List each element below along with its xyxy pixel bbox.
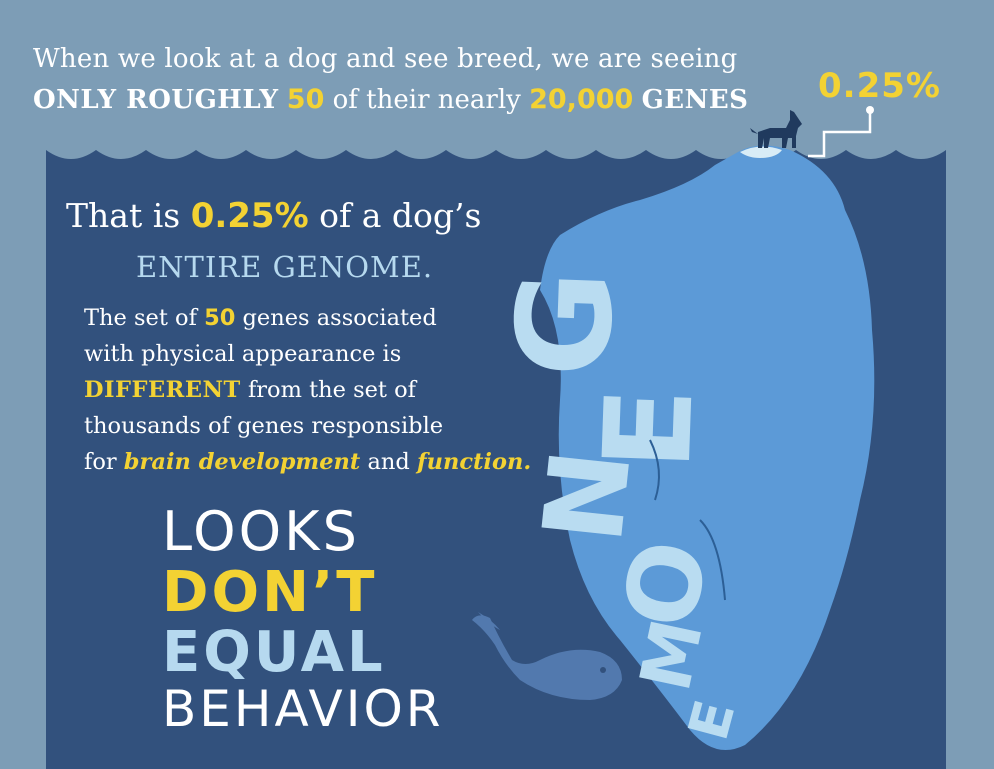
header-line-2: ONLY ROUGHLY 50 of their nearly 20,000 G… [33, 84, 748, 115]
header-fifty: 50 [286, 84, 325, 115]
para-text-5: thousands of genes responsible [84, 413, 444, 439]
slogan-looks: LOOKS [162, 500, 360, 563]
para-text-4: from the set of [247, 377, 416, 403]
para-text-6: for [84, 449, 117, 475]
callout-connector [808, 106, 874, 158]
para-text-2: genes associated [242, 305, 437, 331]
of-a-dogs-text: of a dog’s [319, 196, 482, 235]
header-line-1: When we look at a dog and see breed, we … [33, 44, 738, 74]
para-text-7: and [367, 449, 410, 475]
para-text-3: with physical appearance is [84, 341, 402, 367]
para-function: function. [416, 449, 532, 475]
slogan-dont: DON’T [162, 560, 378, 625]
header-of-their-nearly: of their nearly [332, 85, 521, 115]
iceberg-letter-e: E [579, 385, 721, 472]
header-genes: GENES [641, 85, 749, 115]
para-text-1: The set of [84, 305, 197, 331]
iceberg-letter-o: O [601, 532, 731, 636]
that-is-text: That is [66, 196, 181, 235]
iceberg-illustration: G E N O M E [487, 145, 875, 751]
dog-icon [750, 110, 802, 148]
iceberg-letter-g: G [487, 267, 643, 379]
slogan-equal: EQUAL [162, 620, 386, 685]
callout-percent: 0.25% [818, 66, 941, 106]
header-only-roughly: ONLY ROUGHLY [33, 85, 279, 115]
para-number: 50 [204, 305, 236, 331]
iceberg-letter-n: N [519, 444, 656, 549]
entire-genome-heading: ENTIRE GENOME. [136, 250, 434, 284]
iceberg-word: G E N O M E [487, 267, 747, 746]
genes-paragraph: The set of 50 genes associated with phys… [84, 300, 554, 480]
para-brain-development: brain development [123, 449, 361, 475]
whale-icon [472, 612, 622, 700]
iceberg-letter-m: M [624, 612, 719, 697]
slogan-behavior: BEHAVIOR [162, 680, 444, 738]
genome-percent-line: That is 0.25% of a dog’s [66, 196, 481, 236]
header-twenty-thousand: 20,000 [529, 84, 634, 115]
para-different: DIFFERENT [84, 377, 241, 403]
genome-percent: 0.25% [190, 196, 309, 236]
